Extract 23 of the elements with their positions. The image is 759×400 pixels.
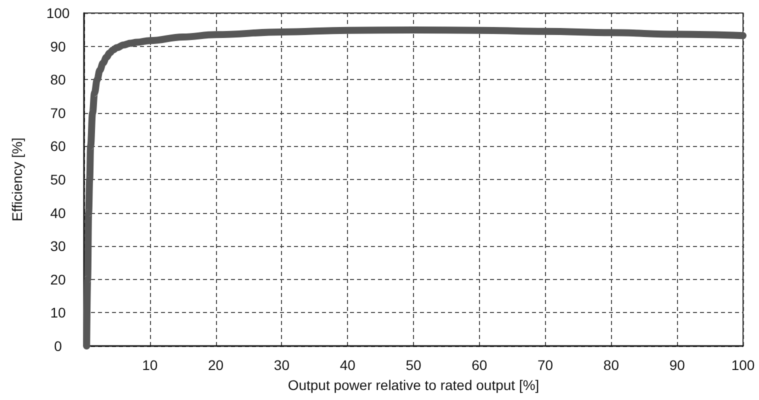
x-axis-title: Output power relative to rated output [%] [288, 377, 540, 393]
y-tick-label: 10 [50, 304, 66, 321]
x-tick-label: 40 [340, 357, 356, 373]
y-tick-label: 20 [50, 271, 66, 288]
y-axis-title: Efficiency [%] [9, 138, 25, 222]
x-tick-label: 30 [274, 357, 290, 373]
y-tick-label: 90 [50, 38, 66, 54]
y-tick-label: 60 [50, 138, 66, 154]
y-tick-label: 70 [50, 104, 66, 121]
y-tick-label: 0 [54, 338, 62, 354]
x-tick-label: 90 [669, 357, 686, 373]
x-tick-label: 70 [538, 357, 554, 373]
y-tick-label: 30 [50, 238, 66, 254]
x-tick-label: 10 [142, 357, 158, 373]
y-tick-label: 80 [50, 72, 66, 88]
x-tick-label: 20 [208, 357, 224, 373]
x-tick-label: 80 [603, 357, 620, 373]
x-tick-label: 60 [472, 357, 488, 373]
y-tick-label: 100 [46, 5, 70, 21]
y-tick-label: 50 [50, 172, 66, 188]
y-tick-label: 40 [50, 204, 66, 221]
x-tick-label: 100 [731, 357, 755, 373]
x-tick-label: 50 [406, 357, 422, 373]
